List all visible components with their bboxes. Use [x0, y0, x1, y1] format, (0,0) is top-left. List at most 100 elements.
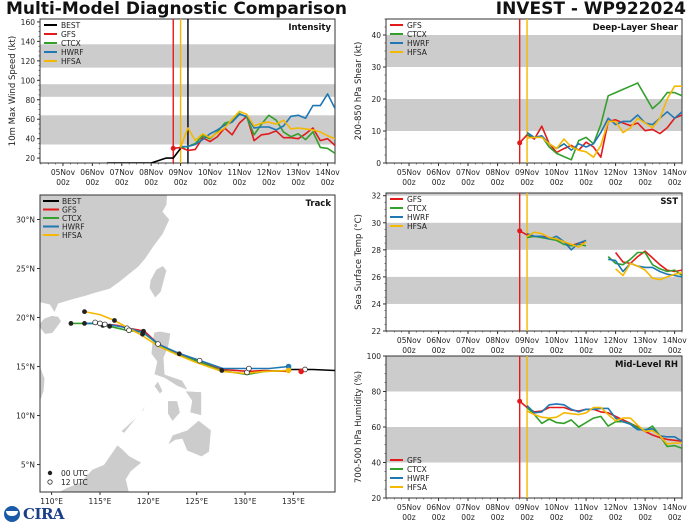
y-tick-label: 60 [25, 115, 35, 124]
legend-label: CTCX [61, 39, 81, 48]
x-tick-label-hour: 00z [520, 178, 534, 187]
legend-label: HWRF [61, 48, 84, 57]
series-line-ctcx [607, 251, 682, 277]
x-tick-label-date: 14Nov [663, 336, 688, 345]
series-line-hfsa [527, 85, 682, 158]
x-tick-label-date: 12Nov [257, 168, 282, 177]
x-tick-label-date: 07Nov [456, 503, 481, 512]
x-tick-label-date: 13Nov [633, 336, 658, 345]
land-masses [40, 195, 212, 492]
panel-title: Intensity [288, 23, 331, 33]
gfs-start-point [517, 140, 523, 146]
lon-tick-label: 135°E [282, 497, 305, 506]
samar-leyte-islands [184, 390, 202, 416]
panel-rh: 2040608010005Nov00z06Nov00z07Nov00z08Nov… [354, 352, 687, 522]
series-group [517, 398, 682, 450]
marker-00utc [176, 351, 182, 357]
x-tick-label-hour: 00z [520, 346, 534, 355]
x-tick-label-hour: 00z [638, 513, 652, 522]
series-line-hfsa [526, 406, 682, 445]
shaded-band [386, 193, 682, 196]
x-tick-label-hour: 00z [520, 513, 534, 522]
x-tick-label-hour: 00z [461, 178, 475, 187]
lon-tick-label: 110°E [40, 497, 63, 506]
x-tick-label-hour: 00z [402, 513, 416, 522]
x-tick-label-date: 07Nov [456, 336, 481, 345]
y-tick-label: 40 [371, 459, 381, 468]
legend-label: GFS [62, 206, 77, 215]
y-tick-label: 20 [371, 494, 381, 503]
series-line-hwrf [180, 93, 335, 148]
x-tick-label-date: 06Nov [426, 168, 451, 177]
y-tick-label: 100 [21, 76, 36, 85]
marker-00utc [107, 323, 113, 329]
y-tick-label: 32 [371, 192, 381, 201]
series-group [517, 82, 682, 161]
legend-label: CTCX [62, 214, 82, 223]
x-tick-label-hour: 00z [491, 178, 505, 187]
x-tick-label-date: 06Nov [426, 503, 451, 512]
y-tick-label: 20 [25, 154, 35, 163]
panel-title: Track [306, 199, 332, 209]
x-tick-label-hour: 00z [638, 346, 652, 355]
x-tick-label-date: 10Nov [198, 168, 223, 177]
x-tick-label-hour: 00z [579, 513, 593, 522]
x-tick-label-date: 12Nov [604, 503, 629, 512]
y-axis-label: Sea Surface Temp (°C) [354, 214, 364, 310]
track-start-hwrf [285, 363, 292, 370]
gfs-start-point [517, 398, 523, 404]
y-tick-label: 22 [371, 327, 381, 336]
x-tick-label-hour: 00z [579, 346, 593, 355]
legend-label: HWRF [407, 474, 430, 483]
tracks [68, 309, 335, 376]
series-line-hfsa [615, 262, 682, 281]
marker-12utc [126, 327, 132, 334]
panel-sst: 22242628303205Nov00z06Nov00z07Nov00z08No… [354, 192, 687, 355]
luzon-island [150, 330, 189, 391]
marker-legend-label: 12 UTC [61, 478, 88, 487]
x-tick-label-date: 08Nov [485, 336, 510, 345]
x-tick-label-hour: 00z [609, 178, 623, 187]
x-tick-label-hour: 00z [461, 513, 475, 522]
x-tick-label-hour: 00z [550, 178, 564, 187]
legend-label: GFS [407, 195, 422, 204]
marker-12utc [196, 357, 203, 364]
marker-00utc [82, 321, 87, 326]
x-tick-label-date: 10Nov [544, 168, 569, 177]
x-tick-label-hour: 00z [203, 178, 217, 187]
legend-label: HFSA [407, 48, 428, 57]
legend-label: BEST [61, 21, 81, 30]
x-tick-label-hour: 00z [432, 178, 446, 187]
lon-tick-label: 120°E [137, 497, 160, 506]
marker-legend-filled-icon [47, 470, 53, 476]
track-line-best [288, 368, 335, 372]
marker-00utc [141, 328, 146, 334]
marker-legend-open-icon [47, 479, 53, 485]
series-line-best [107, 147, 182, 163]
x-tick-label-date: 06Nov [80, 168, 105, 177]
x-tick-label-date: 11Nov [574, 503, 599, 512]
x-tick-label-date: 09Nov [515, 503, 540, 512]
y-tick-label: 80 [25, 96, 35, 105]
x-tick-label-date: 09Nov [515, 336, 540, 345]
x-tick-label-hour: 00z [291, 178, 305, 187]
lon-tick-label: 130°E [234, 497, 257, 506]
x-tick-label-date: 12Nov [604, 336, 629, 345]
x-tick-label-hour: 00z [491, 513, 505, 522]
y-tick-label: 160 [21, 18, 36, 27]
x-tick-label-hour: 00z [144, 178, 158, 187]
x-tick-label-date: 13Nov [633, 503, 658, 512]
y-tick-label: 0 [376, 159, 381, 168]
series-group [517, 228, 682, 281]
y-axis-label: 700-500 hPa Humidity (%) [354, 371, 364, 483]
cira-logo-text: CIRA [23, 505, 65, 523]
x-tick-label-hour: 00z [491, 346, 505, 355]
x-tick-label-hour: 00z [262, 178, 276, 187]
marker-00utc [68, 321, 74, 326]
y-tick-label: 100 [367, 352, 382, 361]
x-tick-label-date: 11Nov [227, 168, 252, 177]
marker-12utc [102, 321, 108, 328]
y-tick-label: 120 [21, 57, 36, 66]
panel-intensity: 2040608010012014016005Nov00z06Nov00z07No… [8, 18, 340, 187]
x-tick-label-hour: 00z [609, 513, 623, 522]
